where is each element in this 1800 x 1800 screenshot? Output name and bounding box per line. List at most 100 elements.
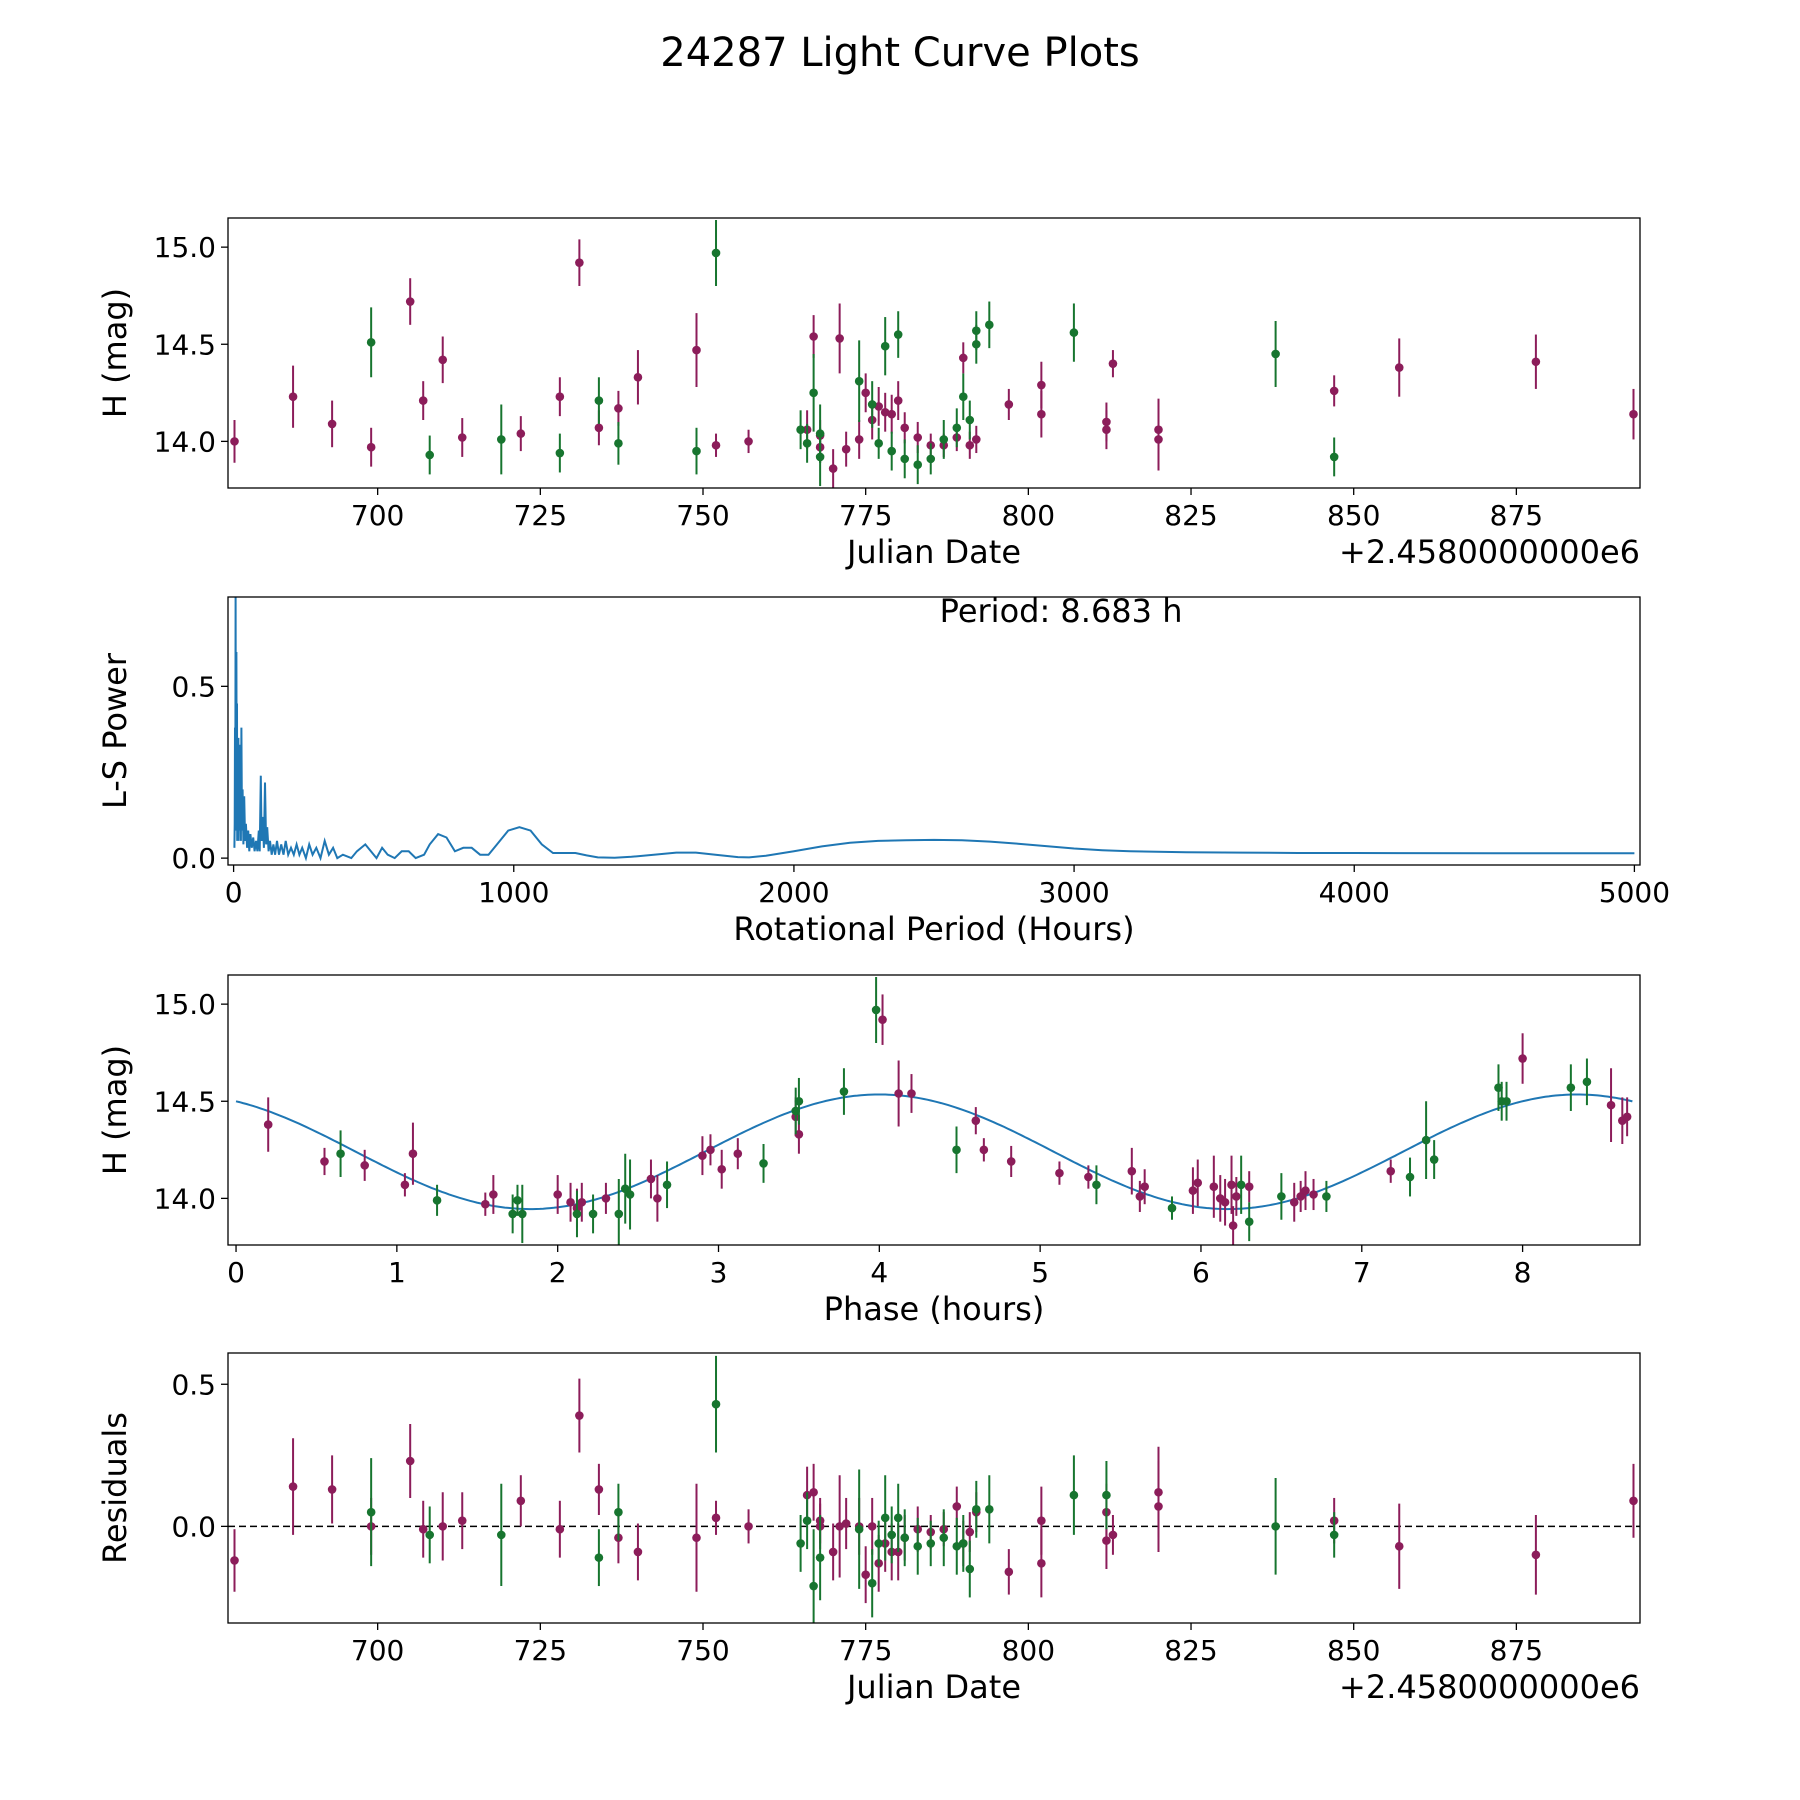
data-point-band_a <box>1037 409 1046 419</box>
data-point-band_a <box>1531 1550 1541 1560</box>
data-point-band_a <box>1606 1100 1616 1110</box>
data-point-band_b <box>711 248 721 258</box>
data-point-band_a <box>1108 1530 1118 1540</box>
data-point-band_b <box>1271 349 1280 359</box>
data-point-band_a <box>1244 1182 1254 1192</box>
data-point-band_b <box>796 425 805 435</box>
data-point-band_a <box>1004 1567 1014 1577</box>
data-point-band_a <box>594 1485 604 1494</box>
y-tick-label: 0.0 <box>171 1510 216 1543</box>
x-tick-label: 725 <box>514 1634 567 1667</box>
data-point-band_a <box>653 1194 662 1203</box>
x-axis-label: Julian Date <box>845 533 1021 571</box>
data-point-band_b <box>1236 1180 1246 1190</box>
data-point-band_a <box>320 1157 329 1166</box>
data-point-band_a <box>230 1556 239 1565</box>
data-point-band_a <box>861 388 870 398</box>
data-point-band_b <box>809 388 818 398</box>
data-point-band_a <box>566 1197 575 1207</box>
data-point-band_a <box>1140 1182 1149 1192</box>
data-point-band_a <box>1135 1192 1145 1201</box>
data-point-band_a <box>555 1524 565 1534</box>
data-point-band_b <box>1092 1180 1101 1190</box>
x-tick-label: 3000 <box>1038 876 1109 909</box>
y-tick-label: 0.5 <box>171 1368 216 1401</box>
x-tick-label: 4000 <box>1319 876 1390 909</box>
data-point-band_a <box>828 464 838 473</box>
data-point-band_b <box>871 1005 881 1015</box>
x-tick-label: 725 <box>514 499 567 532</box>
data-point-band_a <box>1232 1192 1241 1201</box>
data-point-band_a <box>1102 425 1111 435</box>
data-point-band_b <box>839 1087 849 1096</box>
data-point-band_a <box>633 1547 643 1557</box>
data-point-band_a <box>828 1547 838 1557</box>
data-point-band_a <box>633 372 643 382</box>
x-tick-label: 775 <box>839 1634 892 1667</box>
data-point-band_a <box>400 1180 410 1190</box>
data-point-band_a <box>1037 1516 1046 1525</box>
data-point-band_b <box>913 460 923 469</box>
x-tick-label: 6 <box>1192 1256 1210 1289</box>
data-point-band_b <box>513 1196 522 1205</box>
x-offset-text: +2.4580000000e6 <box>1339 1668 1640 1706</box>
data-point-band_a <box>861 1570 870 1579</box>
data-point-band_a <box>646 1174 656 1184</box>
data-point-band_b <box>1405 1172 1415 1182</box>
x-tick-label: 875 <box>1490 1634 1543 1667</box>
data-point-band_a <box>878 1015 887 1024</box>
data-point-band_a <box>577 1197 587 1207</box>
data-point-band_a <box>1193 1178 1203 1188</box>
data-point-band_b <box>366 338 376 347</box>
x-tick-label: 1 <box>388 1256 406 1289</box>
data-point-band_a <box>711 440 721 450</box>
data-point-band_a <box>835 334 844 343</box>
data-point-band_a <box>894 1089 903 1098</box>
axes-frame <box>227 596 1641 866</box>
data-point-band_a <box>794 1129 804 1139</box>
data-point-band_b <box>985 1505 994 1514</box>
periodogram-panel: 0 1000 2000 3000 4000 5000 0.0 0.5 Rotational Pe… <box>96 592 1670 948</box>
data-point-band_b <box>893 1513 903 1523</box>
data-point-band_a <box>288 1482 298 1491</box>
data-point-band_b <box>874 439 883 448</box>
data-point-band_b <box>508 1209 517 1219</box>
data-point-band_b <box>1421 1135 1431 1145</box>
data-point-band_b <box>1102 1490 1111 1500</box>
data-point-band_b <box>366 1507 376 1517</box>
data-point-band_a <box>1329 386 1339 396</box>
data-point-band_a <box>1154 1502 1163 1511</box>
data-point-band_a <box>1188 1186 1198 1195</box>
data-point-band_a <box>555 392 565 402</box>
axes-frame <box>227 217 1641 489</box>
data-point-band_a <box>965 440 975 450</box>
data-point-band_b <box>594 396 604 405</box>
data-point-band_b <box>1271 1522 1280 1531</box>
data-point-band_a <box>880 407 890 417</box>
data-point-band_b <box>809 1581 818 1591</box>
data-point-band_a <box>1154 435 1163 444</box>
data-point-band_a <box>1055 1168 1064 1178</box>
data-point-band_b <box>965 1564 975 1574</box>
x-tick-label: 875 <box>1490 499 1543 532</box>
data-point-band_a <box>971 1116 981 1125</box>
data-point-band_a <box>614 404 623 413</box>
data-point-band_b <box>625 1190 635 1199</box>
data-point-band_a <box>1289 1197 1299 1207</box>
y-tick-label: 14.5 <box>154 328 216 361</box>
data-point-band_b <box>432 1196 442 1205</box>
y-tick-label: 0.0 <box>171 842 216 875</box>
data-point-band_b <box>1329 1530 1339 1540</box>
x-tick-label: 850 <box>1327 1634 1380 1667</box>
data-point-band_a <box>1622 1112 1632 1122</box>
data-point-band_b <box>572 1209 582 1219</box>
data-point-band_b <box>1566 1083 1576 1092</box>
data-point-band_b <box>336 1149 345 1159</box>
data-point-band_b <box>692 446 701 456</box>
data-point-band_a <box>553 1190 562 1199</box>
data-point-band_b <box>518 1209 527 1219</box>
data-point-band_b <box>965 415 975 425</box>
x-axis-label: Julian Date <box>845 1668 1021 1706</box>
data-point-band_b <box>1322 1192 1331 1201</box>
y-tick-label: 15.0 <box>154 231 216 264</box>
